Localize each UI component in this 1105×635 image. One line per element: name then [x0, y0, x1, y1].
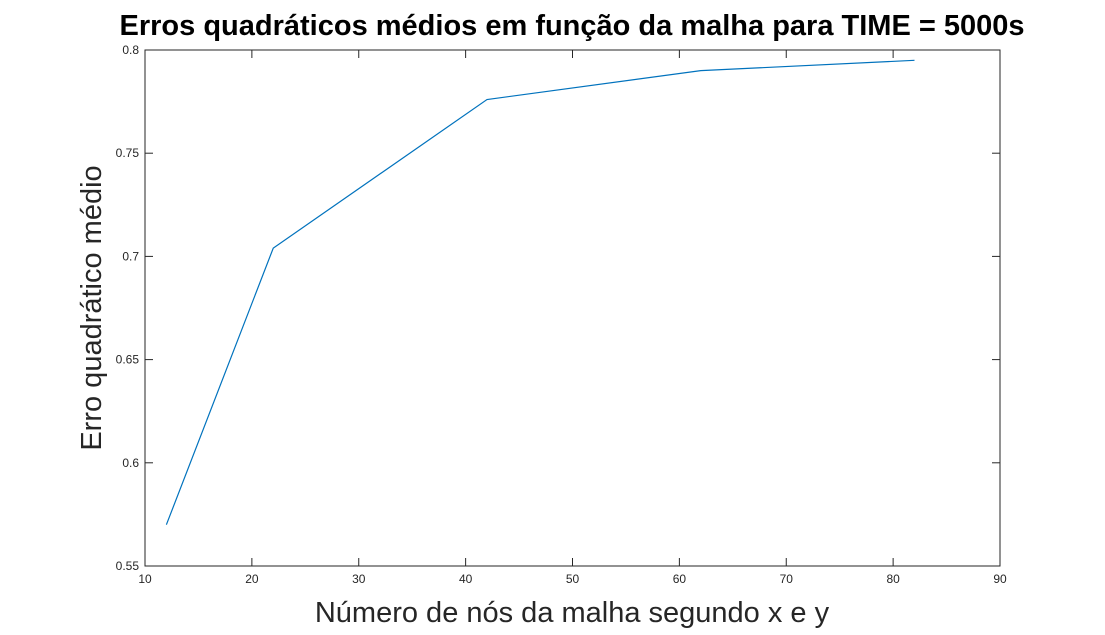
x-axis-label: Número de nós da malha segundo x e y [315, 597, 830, 629]
y-tick-label: 0.6 [122, 456, 139, 470]
y-tick-label: 0.55 [116, 559, 140, 573]
x-tick-label: 50 [566, 572, 580, 586]
x-tick-label: 70 [780, 572, 794, 586]
x-tick-label: 90 [993, 572, 1007, 586]
y-tick-label: 0.65 [116, 353, 140, 367]
x-tick-label: 10 [138, 572, 152, 586]
x-tick-label: 40 [459, 572, 473, 586]
series-layer [165, 59, 915, 525]
x-tick-label: 80 [886, 572, 900, 586]
series-line-0 [165, 59, 915, 525]
chart-title: Erros quadráticos médios em função da ma… [120, 10, 1025, 42]
x-tick-label: 20 [245, 572, 259, 586]
x-tick-label: 60 [673, 572, 687, 586]
x-tick-label: 30 [352, 572, 366, 586]
y-tick-label: 0.8 [122, 43, 139, 57]
y-axis-ticks: 0.55 0.6 0.65 0.7 0.75 0.8 [116, 43, 1000, 573]
y-tick-label: 0.75 [116, 146, 140, 160]
y-axis-label: Erro quadrático médio [76, 165, 108, 450]
x-axis-ticks: 10 20 30 40 50 60 70 80 90 [138, 50, 1007, 586]
y-tick-label: 0.7 [122, 249, 139, 263]
